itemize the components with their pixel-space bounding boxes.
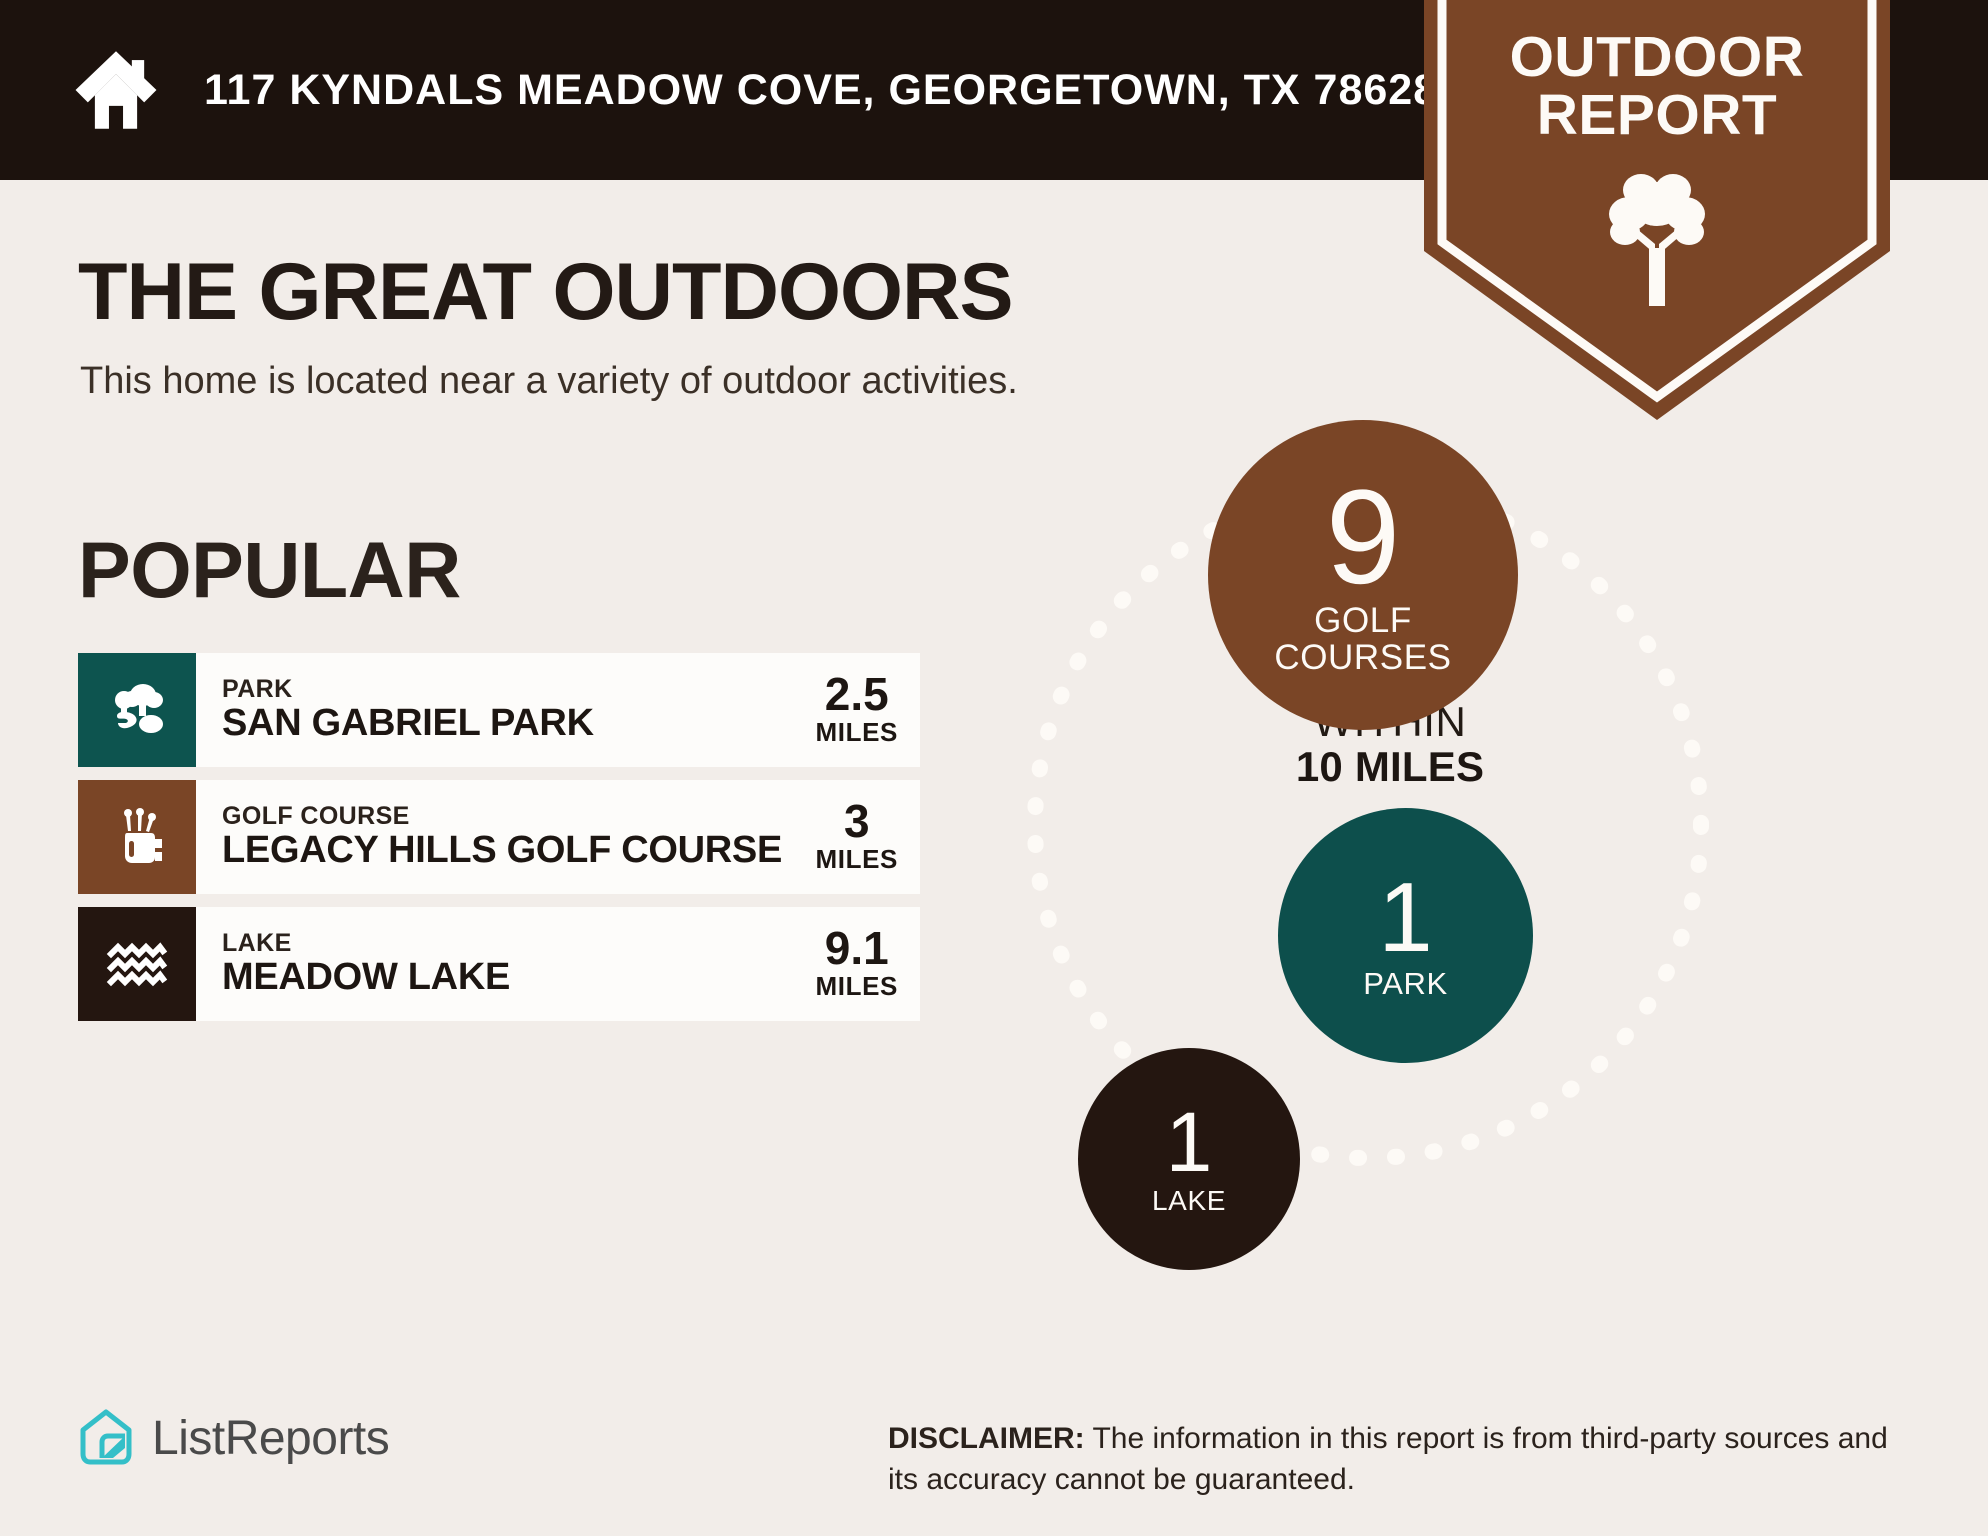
outdoor-report-badge: OUTDOOR REPORT [1424,0,1890,420]
poi-text: GOLF COURSE LEGACY HILLS GOLF COURSE [222,803,782,870]
poi-name: LEGACY HILLS GOLF COURSE [222,828,783,871]
poi-name: MEADOW LAKE [222,955,511,998]
poi-category: PARK [222,675,293,704]
page-subtitle: This home is located near a variety of o… [80,360,1018,402]
stat-circle-lake[interactable]: 1 LAKE [1078,1048,1300,1270]
stat-circle-park[interactable]: 1 PARK [1278,808,1533,1063]
poi-distance-value: 9.1 [824,922,889,975]
poi-category: LAKE [222,929,292,958]
poi-distance: 9.1 MILES [802,925,898,1002]
list-item[interactable]: GOLF COURSE LEGACY HILLS GOLF COURSE 3 M… [78,780,920,894]
stat-label-line2: COURSES [1274,637,1452,677]
list-item[interactable]: LAKE MEADOW LAKE 9.1 MILES [78,907,920,1021]
listreports-wordmark: ListReports [152,1411,390,1465]
poi-category: GOLF COURSE [222,802,410,831]
listreports-house-pencil-icon [80,1409,132,1465]
poi-distance-unit: MILES [815,717,898,748]
poi-name: SAN GABRIEL PARK [222,701,594,744]
stat-label-line1: LAKE [1152,1185,1226,1217]
poi-distance-value: 2.5 [824,668,889,721]
popular-section-heading: POPULAR [78,525,461,614]
badge-shield-shape [1424,0,1890,420]
poi-distance: 2.5 MILES [802,671,898,748]
stat-value: 1 [1378,861,1433,972]
badge-title-line1: OUTDOOR [1509,25,1805,89]
poi-icon-tile [78,653,196,767]
poi-distance-unit: MILES [815,844,898,875]
water-waves-icon [106,942,168,987]
poi-icon-tile [78,907,196,1021]
poi-body: LAKE MEADOW LAKE 9.1 MILES [196,907,920,1021]
stat-label-line1: GOLF [1314,601,1412,641]
poi-body: GOLF COURSE LEGACY HILLS GOLF COURSE 3 M… [196,780,920,894]
dotted-circle-ring [1027,484,1709,1166]
stat-value: 9 [1325,462,1401,612]
badge-title: OUTDOOR REPORT [1424,28,1890,144]
stat-circle-golf-courses[interactable]: 9 GOLF COURSES [1208,420,1518,730]
home-icon [75,51,157,129]
property-address: 117 KYNDALS MEADOW COVE, GEORGETOWN, TX … [204,65,1439,114]
popular-list: PARK SAN GABRIEL PARK 2.5 MILES [78,653,920,1034]
listreports-logo[interactable]: ListReports [78,1408,390,1468]
golf-bag-icon [124,808,162,863]
page-title: THE GREAT OUTDOORS [78,247,1014,337]
disclaimer-text: The information in this report is from t… [888,1422,1888,1497]
stat-value: 1 [1165,1094,1213,1189]
list-item[interactable]: PARK SAN GABRIEL PARK 2.5 MILES [78,653,920,767]
center-label-line2: 10 MILES [1295,743,1485,791]
disclaimer: DISCLAIMER: The information in this repo… [888,1418,1918,1501]
badge-title-line2: REPORT [1536,83,1778,148]
poi-body: PARK SAN GABRIEL PARK 2.5 MILES [196,653,920,767]
within-10-miles-diagram: WITHIN 10 MILES 9 GOLF COURSES 1 PARK 1 … [1020,420,1940,1300]
park-trees-icon [115,684,163,733]
poi-text: PARK SAN GABRIEL PARK [222,676,594,743]
stat-label-line1: PARK [1363,965,1448,1001]
poi-text: LAKE MEADOW LAKE [222,930,510,997]
disclaimer-label: DISCLAIMER: [888,1422,1085,1455]
poi-icon-tile [78,780,196,894]
poi-distance-unit: MILES [815,971,898,1002]
poi-distance-value: 3 [843,795,870,848]
tree-icon [1609,174,1705,306]
poi-distance: 3 MILES [802,798,898,875]
